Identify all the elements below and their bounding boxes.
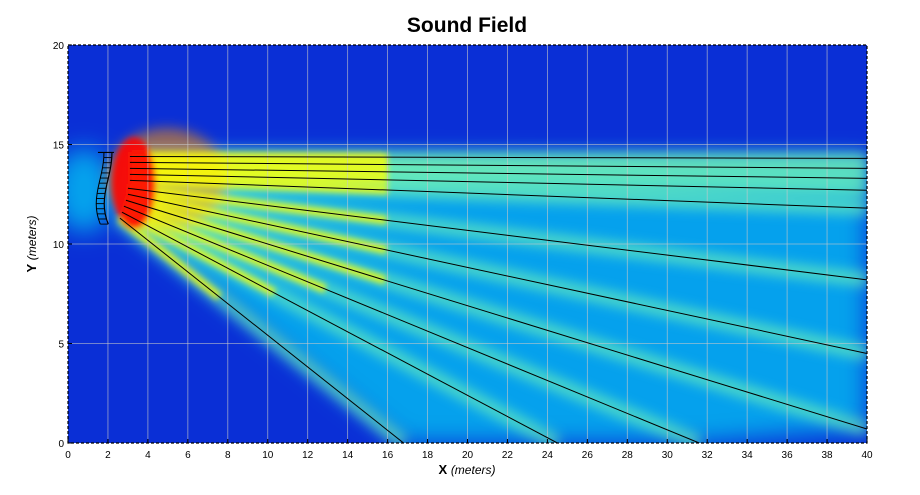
x-axis-var: X <box>439 462 448 477</box>
x-tick-label: 24 <box>542 450 554 461</box>
y-tick-label: 10 <box>53 240 65 251</box>
x-axis-unit: (meters) <box>451 463 496 477</box>
x-tick-label: 26 <box>582 450 594 461</box>
x-tick-label: 0 <box>65 450 71 461</box>
x-ticks: 0 2 4 6 8 10 12 14 16 18 20 22 24 26 28 30 32 34 36 38 40 <box>65 439 873 461</box>
x-tick-label: 16 <box>382 450 394 461</box>
x-tick-label: 18 <box>422 450 434 461</box>
x-tick-label: 22 <box>502 450 514 461</box>
x-tick-label: 8 <box>225 450 231 461</box>
rear-field-glow <box>68 148 114 233</box>
ray-line <box>129 161 867 169</box>
ray-line <box>129 155 867 159</box>
speaker-array <box>95 151 114 225</box>
ray-line <box>125 199 867 430</box>
y-tick-label: 15 <box>53 141 65 152</box>
ray-line <box>129 179 867 209</box>
near-field-hotspot <box>111 137 156 230</box>
ray-line <box>123 205 700 443</box>
x-tick-label: 32 <box>702 450 714 461</box>
x-tick-label: 4 <box>145 450 151 461</box>
x-tick-label: 28 <box>622 450 634 461</box>
ray-line <box>129 167 867 179</box>
chart-title: Sound Field <box>407 14 527 37</box>
ray-line <box>121 211 558 443</box>
x-tick-label: 14 <box>342 450 354 461</box>
grid <box>68 45 867 443</box>
ray-line <box>127 187 867 281</box>
ray-line <box>127 193 867 354</box>
x-tick-label: 12 <box>302 450 314 461</box>
y-tick-label: 0 <box>58 439 64 450</box>
plot-area <box>68 45 867 443</box>
x-tick-label: 34 <box>742 450 754 461</box>
x-tick-label: 6 <box>185 450 191 461</box>
x-tick-label: 38 <box>821 450 833 461</box>
x-tick-label: 10 <box>262 450 274 461</box>
ray-line <box>129 173 867 191</box>
x-tick-label: 30 <box>662 450 674 461</box>
y-axis-label: Y (meters) <box>24 216 39 273</box>
y-ticks: 0 5 10 15 20 <box>53 41 72 450</box>
x-tick-label: 20 <box>462 450 474 461</box>
y-axis-var: Y <box>24 263 39 272</box>
x-axis-label: X (meters) <box>439 462 496 477</box>
x-tick-label: 2 <box>105 450 111 461</box>
x-tick-label: 36 <box>782 450 794 461</box>
x-tick-label: 40 <box>861 450 873 461</box>
y-axis-unit: (meters) <box>25 216 39 261</box>
y-tick-label: 20 <box>53 41 65 52</box>
ray-lines <box>119 155 867 443</box>
y-tick-label: 5 <box>58 340 64 351</box>
ray-line <box>119 217 404 443</box>
